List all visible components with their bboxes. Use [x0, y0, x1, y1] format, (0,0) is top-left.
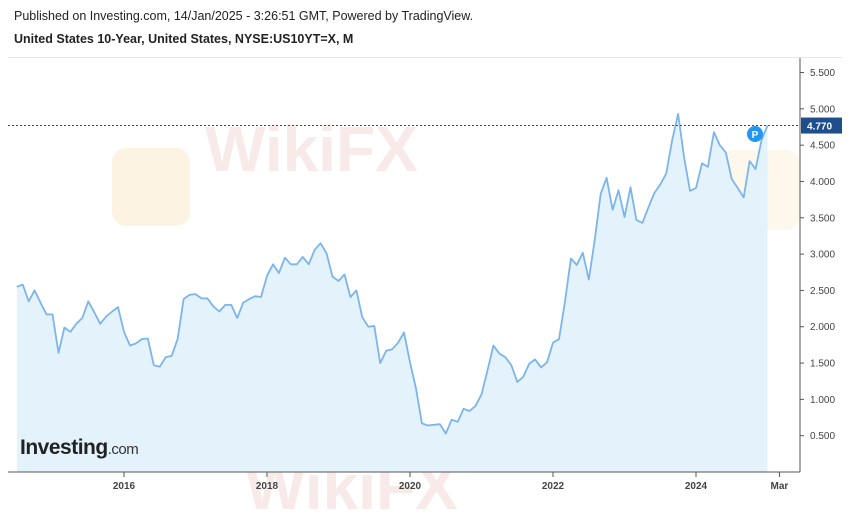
last-price-badge	[801, 117, 842, 134]
y-tick-label: 3.000	[810, 250, 835, 261]
instrument-title: United States 10-Year, United States, NY…	[14, 32, 354, 46]
x-tick-label: 2018	[256, 481, 279, 492]
x-tick-label: 2016	[113, 481, 136, 492]
logo-suffix: .com	[107, 441, 139, 458]
x-tick-label: 2022	[542, 481, 565, 492]
y-tick-label: 4.000	[810, 177, 835, 188]
last-price-label: 4.770	[807, 122, 832, 133]
y-tick-label: 3.500	[810, 213, 835, 224]
y-tick-label: 1.500	[810, 359, 835, 370]
event-marker-label: P	[752, 130, 759, 141]
yield-chart[interactable]: 0.500 1.000 1.500 2.000 2.500 3.000 3.500 4.000…	[0, 0, 850, 497]
y-tick-label: 2.000	[810, 322, 835, 333]
logo-brand: Investing	[20, 436, 108, 459]
watermark-logo	[112, 148, 190, 226]
header-divider	[8, 57, 842, 58]
series-area	[16, 113, 768, 473]
y-tick-label: 5.500	[810, 68, 835, 79]
investing-logo: Investing.com	[20, 436, 139, 460]
area-layer	[16, 113, 769, 473]
x-tick-label: 2024	[685, 481, 708, 492]
x-tick-label: Mar	[771, 481, 789, 492]
published-caption: Published on Investing.com, 14/Jan/2025 …	[14, 9, 474, 23]
y-tick-label: 4.500	[810, 141, 835, 152]
y-tick-label: 5.000	[810, 104, 835, 115]
y-tick-label: 1.000	[810, 395, 835, 406]
axis-layer: 0.500 1.000 1.500 2.000 2.500 3.000 3.500 4.000…	[8, 58, 842, 492]
event-marker	[747, 126, 763, 142]
y-tick-label: 0.500	[810, 431, 835, 442]
x-tick-label: 2020	[399, 481, 422, 492]
y-tick-label: 2.500	[810, 286, 835, 297]
series-line	[16, 113, 769, 435]
